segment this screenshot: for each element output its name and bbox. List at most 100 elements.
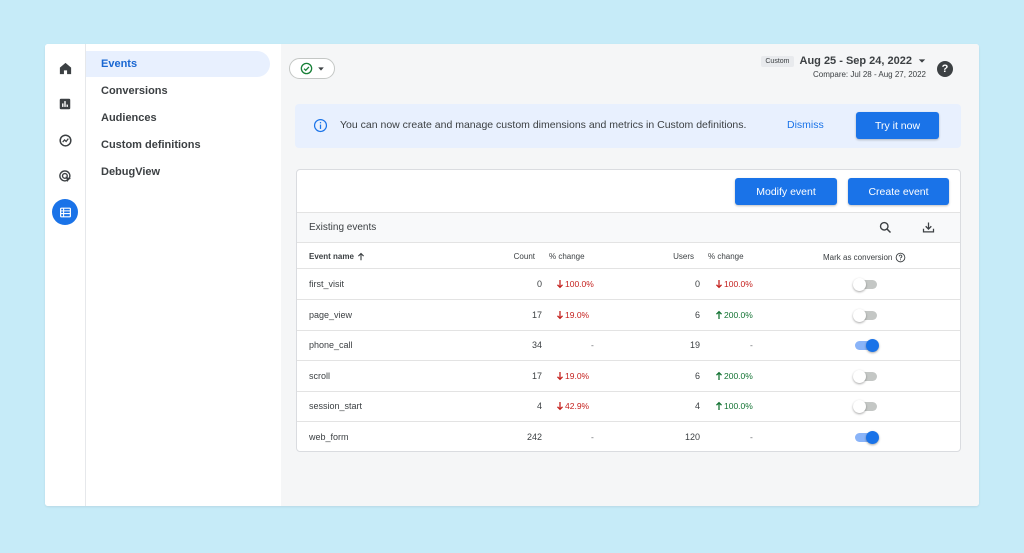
arrow-down-icon bbox=[556, 402, 564, 411]
conversion-toggle[interactable] bbox=[853, 369, 879, 383]
count-change-cell-value: 100.0% bbox=[565, 279, 594, 289]
configure-icon[interactable] bbox=[52, 199, 78, 225]
custom-range-badge: Custom bbox=[761, 55, 794, 67]
column-header-event-name: Event name bbox=[309, 252, 354, 261]
count-change-cell-value: - bbox=[591, 340, 594, 351]
download-icon[interactable] bbox=[921, 220, 936, 235]
conversion-toggle[interactable] bbox=[853, 339, 879, 353]
nav-item-label: Conversions bbox=[101, 85, 168, 97]
users-change-cell-value: 100.0% bbox=[724, 279, 753, 289]
chevron-down-icon bbox=[317, 66, 324, 71]
main-content: Custom Aug 25 - Sep 24, 2022 Compare: Ju… bbox=[281, 44, 979, 506]
count-cell: 34 bbox=[531, 340, 542, 351]
nav-item-debugview[interactable]: DebugView bbox=[86, 159, 270, 185]
arrow-up-icon bbox=[357, 252, 364, 261]
users-change-cell: 100.0% bbox=[715, 401, 753, 411]
count-change-cell: 19.0% bbox=[556, 310, 589, 320]
count-change-cell: - bbox=[556, 340, 594, 350]
toggle-knob bbox=[853, 278, 866, 291]
section-title: Existing events bbox=[309, 222, 377, 233]
count-change-cell: - bbox=[556, 432, 594, 442]
arrow-up-icon bbox=[715, 371, 723, 380]
date-range-picker[interactable]: Custom Aug 25 - Sep 24, 2022 Compare: Ju… bbox=[761, 55, 926, 79]
reports-icon[interactable] bbox=[52, 91, 78, 117]
event-name-cell: session_start bbox=[309, 401, 363, 412]
count-cell: 17 bbox=[531, 370, 542, 381]
toggle-track bbox=[855, 402, 877, 412]
home-icon[interactable] bbox=[52, 55, 78, 81]
conversion-toggle[interactable] bbox=[853, 431, 879, 444]
nav-item-events[interactable]: Events bbox=[86, 51, 270, 77]
column-header-conversion: Mark as conversion bbox=[823, 252, 906, 263]
users-change-cell: 200.0% bbox=[715, 310, 753, 320]
nav-item-audiences[interactable]: Audiences bbox=[86, 105, 270, 131]
try-it-now-button[interactable]: Try it now bbox=[856, 112, 939, 139]
modify-event-button[interactable]: Modify event bbox=[735, 178, 837, 205]
table-row: web_form 242 - 120 - bbox=[297, 422, 960, 451]
toggle-track bbox=[855, 280, 877, 289]
count-change-cell: 100.0% bbox=[556, 279, 594, 289]
banner-message: You can now create and manage custom dim… bbox=[340, 119, 747, 131]
users-change-cell-value: - bbox=[750, 432, 753, 442]
column-header-users: Users bbox=[673, 252, 694, 261]
search-icon[interactable] bbox=[878, 220, 893, 235]
users-cell: 6 bbox=[694, 309, 700, 320]
column-header-count-change: % change bbox=[549, 252, 585, 261]
toggle-knob bbox=[866, 431, 879, 444]
info-icon bbox=[313, 118, 328, 133]
help-outline-icon[interactable] bbox=[895, 252, 906, 263]
dismiss-link[interactable]: Dismiss bbox=[787, 119, 824, 131]
users-cell: 19 bbox=[689, 340, 700, 351]
admin-subnav: Events Conversions Audiences Custom defi… bbox=[86, 44, 281, 506]
explore-icon[interactable] bbox=[52, 127, 78, 153]
users-change-cell: - bbox=[715, 340, 753, 350]
count-change-cell: 19.0% bbox=[556, 371, 589, 381]
column-header-count: Count bbox=[513, 252, 535, 261]
data-status-dropdown[interactable] bbox=[289, 58, 335, 79]
users-cell: 4 bbox=[694, 401, 700, 412]
table-row: scroll 17 19.0% 6 200.0% bbox=[297, 361, 960, 392]
users-change-cell: - bbox=[715, 432, 753, 442]
count-change-cell-value: 19.0% bbox=[565, 309, 590, 320]
count-change-cell-value: 42.9% bbox=[565, 401, 590, 412]
arrow-down-icon bbox=[556, 371, 564, 381]
advertising-icon[interactable] bbox=[52, 163, 78, 189]
count-cell: 17 bbox=[531, 309, 542, 320]
event-name-cell: phone_call bbox=[309, 340, 353, 351]
users-change-cell: 100.0% bbox=[715, 279, 753, 289]
compare-range-text: Compare: Jul 28 - Aug 27, 2022 bbox=[813, 70, 926, 79]
create-event-button[interactable]: Create event bbox=[848, 178, 949, 205]
users-cell: 6 bbox=[694, 370, 700, 381]
count-change-cell-value: - bbox=[591, 432, 594, 442]
conversion-toggle[interactable] bbox=[853, 278, 879, 291]
arrow-up-icon bbox=[715, 402, 723, 411]
users-change-cell-value: - bbox=[750, 340, 753, 351]
table-row: first_visit 0 100.0% 0 100.0% bbox=[297, 269, 960, 300]
nav-item-label: Custom definitions bbox=[101, 139, 201, 151]
column-header-conversion-label: Mark as conversion bbox=[823, 253, 893, 262]
users-change-cell-value: 200.0% bbox=[724, 370, 753, 381]
table-header: Event name Count % change Users % change… bbox=[297, 243, 960, 269]
existing-events-header: Existing events bbox=[297, 212, 960, 243]
arrow-down-icon bbox=[715, 280, 723, 289]
users-change-cell: 200.0% bbox=[715, 371, 753, 381]
help-icon[interactable]: ? bbox=[937, 61, 953, 77]
conversion-toggle[interactable] bbox=[853, 400, 879, 414]
nav-item-custom-definitions[interactable]: Custom definitions bbox=[86, 132, 270, 158]
event-name-cell: scroll bbox=[309, 370, 331, 381]
table-row: session_start 4 42.9% 4 100.0% bbox=[297, 391, 960, 423]
check-circle-icon bbox=[300, 62, 312, 75]
chevron-down-icon bbox=[918, 59, 926, 63]
toggle-knob bbox=[853, 308, 866, 322]
count-cell: 0 bbox=[536, 279, 542, 289]
event-name-cell: web_form bbox=[309, 432, 349, 442]
sort-event-name[interactable]: Event name bbox=[309, 252, 365, 261]
event-name-cell: first_visit bbox=[309, 279, 345, 289]
toggle-track bbox=[855, 310, 877, 320]
info-banner: You can now create and manage custom dim… bbox=[295, 104, 961, 148]
conversion-toggle[interactable] bbox=[853, 308, 879, 322]
toggle-track bbox=[855, 371, 877, 381]
event-name-cell: page_view bbox=[309, 309, 353, 320]
nav-item-label: Events bbox=[101, 58, 138, 70]
nav-item-conversions[interactable]: Conversions bbox=[86, 78, 270, 104]
